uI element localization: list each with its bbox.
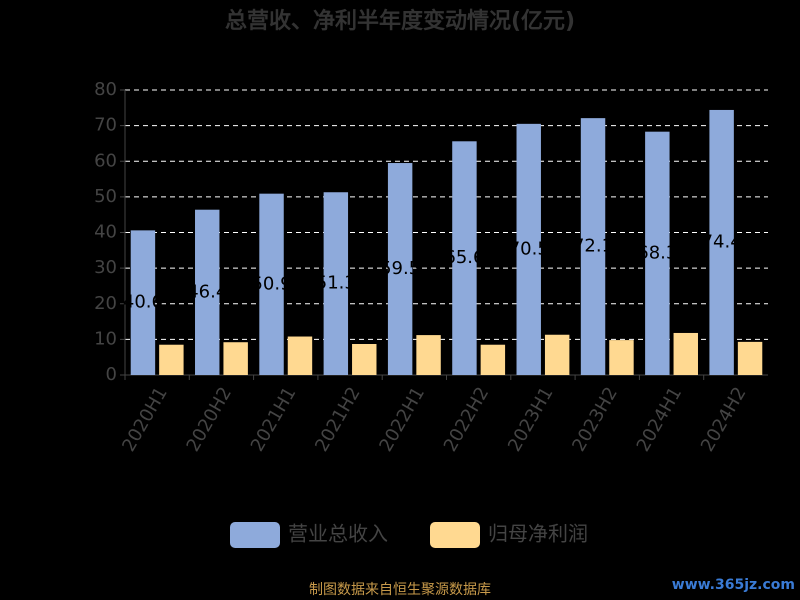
x-tick-label: 2024H2 (697, 384, 751, 456)
x-tick-label: 2024H1 (633, 384, 687, 456)
bar (480, 344, 506, 375)
watermark: www.365jz.com (672, 577, 795, 593)
x-tick-label: 2023H2 (568, 384, 622, 456)
legend-swatch (430, 522, 480, 548)
bar (544, 334, 570, 375)
legend-swatch (230, 522, 280, 548)
y-tick-label: 70 (94, 115, 117, 136)
legend-label: 归母净利润 (488, 522, 588, 546)
bar (259, 193, 284, 375)
x-tick-label: 2020H2 (183, 384, 237, 456)
bar (159, 344, 184, 375)
bar (709, 109, 734, 375)
y-tick-label: 60 (94, 150, 117, 171)
data-label: 65.6 (444, 247, 484, 268)
y-tick-label: 20 (94, 293, 117, 314)
bar (130, 230, 156, 375)
x-tick-label: 2022H2 (440, 384, 494, 456)
data-label: 51.3 (316, 273, 356, 294)
x-tick-label: 2021H1 (247, 384, 301, 456)
bar (223, 342, 248, 375)
data-label: 40.6 (123, 292, 163, 313)
source-note: 制图数据来自恒生聚源数据库 (309, 582, 491, 598)
bar (323, 192, 349, 375)
bar (645, 131, 670, 375)
bar (737, 341, 763, 375)
y-tick-label: 10 (94, 328, 117, 349)
y-tick-label: 40 (94, 222, 117, 243)
bar (416, 335, 441, 375)
bar (609, 340, 634, 375)
x-tick-label: 2021H2 (311, 384, 365, 456)
x-tick-label: 2020H1 (118, 384, 172, 456)
y-tick-label: 30 (94, 257, 117, 278)
bar (673, 332, 698, 375)
bar (516, 123, 541, 375)
bar (580, 118, 606, 376)
data-label: 68.3 (637, 242, 677, 263)
data-label: 74.4 (702, 231, 742, 252)
chart-title: 总营收、净利半年度变动情况(亿元) (225, 8, 575, 34)
legend-label: 营业总收入 (288, 522, 388, 546)
data-label: 46.4 (187, 281, 227, 302)
data-label: 50.9 (251, 273, 291, 294)
x-tick-label: 2022H1 (375, 384, 429, 456)
data-label: 72.1 (573, 236, 613, 257)
x-tick-label: 2023H1 (504, 384, 558, 456)
bar (195, 209, 220, 375)
data-label: 59.5 (380, 258, 420, 279)
y-tick-label: 80 (94, 79, 117, 100)
bar (387, 163, 413, 375)
bar (287, 336, 313, 375)
bar (352, 344, 377, 375)
y-tick-label: 0 (106, 364, 117, 385)
data-label: 70.5 (509, 238, 549, 259)
y-tick-label: 50 (94, 186, 117, 207)
bar (452, 141, 477, 375)
